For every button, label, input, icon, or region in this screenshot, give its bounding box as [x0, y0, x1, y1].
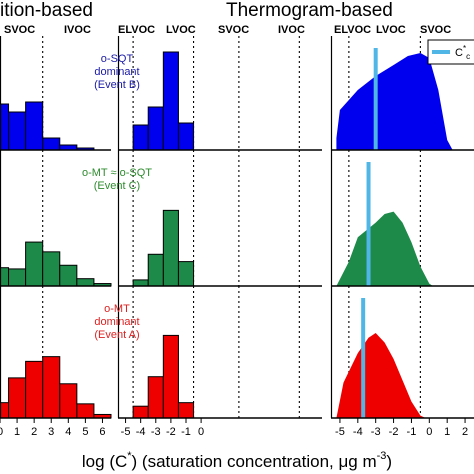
regime-svoc-thermo: SVOC	[420, 24, 451, 36]
histogram-bar	[8, 268, 27, 287]
histogram-bar	[42, 137, 61, 151]
histogram-bar	[147, 106, 164, 151]
histogram-bar	[25, 241, 44, 287]
x-tick-label: 0	[198, 426, 204, 438]
regime-ivoc-mid: IVOC	[278, 24, 305, 36]
histogram-bar	[162, 334, 179, 419]
histogram-bar	[76, 403, 95, 419]
histogram-bar	[0, 267, 10, 287]
event-label: o-SQT	[101, 53, 134, 65]
regime-lvoc-mid: LVOC	[166, 24, 196, 36]
composition-title: ition-based	[0, 0, 93, 21]
histogram-bar	[25, 101, 44, 151]
histogram-bar	[42, 356, 61, 419]
x-tick-label: 3	[48, 426, 54, 438]
x-axis-label: log (C*) (saturation concentration, μg m…	[82, 450, 392, 471]
event-label: o-MT ≈ o-SQT	[82, 167, 152, 179]
thermogram-area	[336, 211, 433, 286]
histogram-bar	[59, 383, 78, 419]
histogram-bar	[177, 122, 195, 151]
histogram-bar	[132, 405, 149, 419]
histogram-bar	[132, 279, 149, 287]
x-tick-label: 2	[31, 426, 37, 438]
x-tick-label: -3	[151, 426, 161, 438]
x-tick-label: 1	[14, 426, 20, 438]
x-tick-label: -5	[335, 426, 345, 438]
regime-svoc-mid: SVOC	[218, 24, 249, 36]
x-tick-label: -5	[121, 426, 131, 438]
histogram-bar	[0, 402, 10, 419]
histogram-bar	[162, 209, 179, 287]
regime-ivoc-left: IVOC	[64, 24, 91, 36]
x-tick-label: 4	[65, 426, 71, 438]
x-tick-label: -2	[166, 426, 176, 438]
histogram-bar	[147, 253, 164, 287]
regime-lvoc-thermo: LVOC	[376, 24, 406, 36]
x-tick-label: 0	[426, 426, 432, 438]
plot-area: 0123456-5-4-3-2-10-5-4-3-2-1012o-SQTdomi…	[0, 36, 474, 438]
histogram-bar	[8, 111, 27, 151]
histogram-bar	[162, 51, 179, 151]
legend-label: C*c	[455, 44, 470, 61]
x-tick-label: 0	[0, 426, 3, 438]
event-label: (Event B)	[94, 79, 140, 91]
thermogram-title: Thermogram-based	[226, 0, 393, 21]
histogram-bar	[177, 261, 195, 287]
histogram-bar	[76, 278, 95, 287]
event-label: dominant	[94, 316, 139, 328]
regime-svoc-left: SVOC	[4, 24, 35, 36]
event-label: (Event A)	[94, 329, 139, 341]
x-tick-label: -4	[136, 426, 146, 438]
histogram-bar	[59, 264, 78, 287]
histogram-bar	[177, 402, 195, 419]
x-tick-label: 6	[99, 426, 105, 438]
histogram-bar	[132, 124, 149, 151]
x-tick-label: 2	[462, 426, 468, 438]
histogram-bar	[8, 377, 27, 419]
histogram-bar	[147, 376, 164, 419]
regime-elvoc-thermo: ELVOC	[334, 24, 371, 36]
event-label: o-MT	[104, 303, 130, 315]
legend: C*c	[427, 39, 474, 65]
histogram-bar	[42, 251, 61, 287]
regime-elvoc-mid: ELVOC	[118, 24, 155, 36]
x-tick-label: -4	[353, 426, 363, 438]
histogram-bar	[25, 360, 44, 419]
event-label: (Event C)	[94, 180, 140, 192]
event-label: dominant	[94, 66, 139, 78]
thermogram-area	[336, 53, 453, 150]
x-tick-label: -1	[181, 426, 191, 438]
x-tick-label: 5	[82, 426, 88, 438]
x-tick-label: -3	[371, 426, 381, 438]
x-tick-label: -2	[389, 426, 399, 438]
thermogram-area	[336, 333, 426, 418]
x-tick-label: -1	[407, 426, 417, 438]
histogram-bar	[0, 103, 10, 151]
x-tick-label: 1	[444, 426, 450, 438]
